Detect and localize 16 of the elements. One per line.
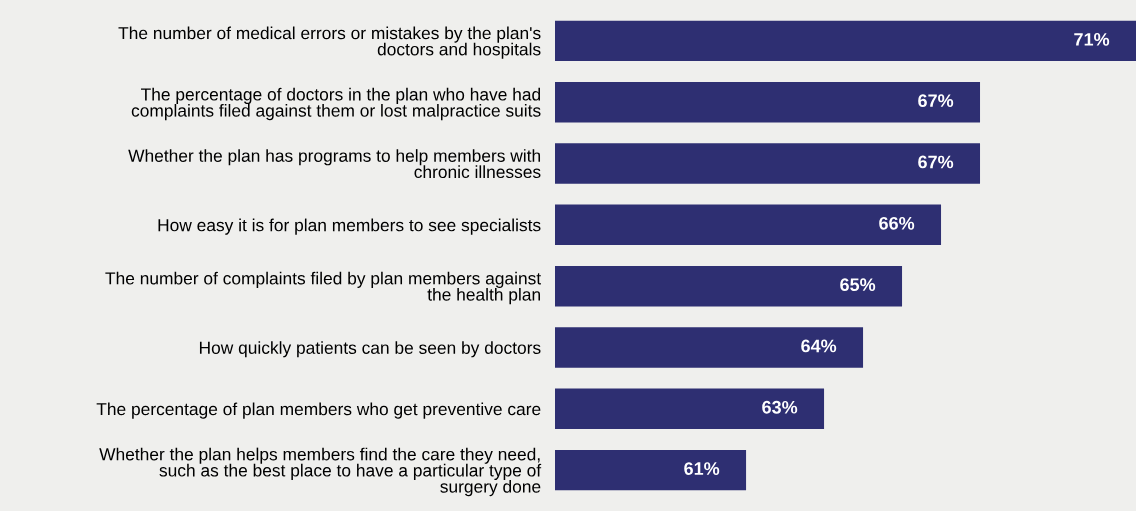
y-tick-label: The percentage of doctors in the plan who have had complaints filed against them or lost malpractice suits bbox=[131, 87, 541, 121]
data-label: 61% bbox=[684, 462, 720, 475]
data-label: 64% bbox=[801, 339, 837, 353]
y-tick-label: How easy it is for plan members to see specialists bbox=[158, 218, 541, 235]
data-label: 67% bbox=[918, 155, 954, 169]
data-label: 63% bbox=[762, 400, 798, 414]
y-tick-label: Whether the plan has programs to help members with chronic illnesses bbox=[128, 149, 541, 179]
data-label: 67% bbox=[918, 94, 954, 108]
data-label: 66% bbox=[879, 216, 915, 230]
y-tick-label: The percentage of plan members who get preventive care bbox=[96, 402, 541, 419]
data-label: 71% bbox=[1074, 32, 1110, 46]
data-label: 65% bbox=[840, 278, 876, 292]
y-tick-label: The number of medical errors or mistakes by the plan's doctors and hospitals bbox=[118, 26, 541, 59]
y-tick-label: The number of complaints filed by plan members against the health plan bbox=[105, 271, 542, 305]
y-tick-label: Whether the plan helps members find the care they need, such as the best place to have a particular type of surgery done bbox=[99, 447, 542, 497]
y-tick-label: How quickly patients can be seen by doctors bbox=[199, 341, 541, 358]
